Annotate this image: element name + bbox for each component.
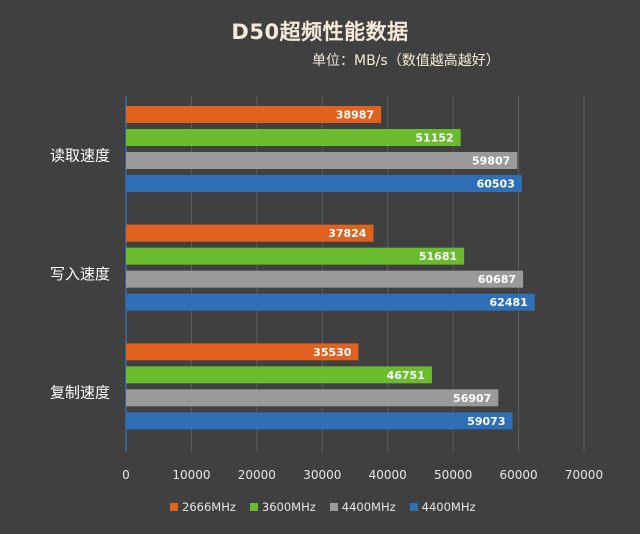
legend-label: 3600MHz — [261, 500, 316, 514]
legend-item: 2666MHz — [170, 500, 236, 514]
bar — [126, 129, 461, 146]
bar — [126, 247, 465, 265]
category-label: 复制速度 — [50, 384, 110, 402]
bar — [126, 270, 524, 288]
legend-label: 2666MHz — [182, 500, 236, 514]
data-label: 59807 — [472, 155, 510, 168]
x-tick-label: 10000 — [172, 468, 210, 482]
x-tick-label: 20000 — [238, 468, 276, 482]
bar — [126, 366, 432, 384]
category-label: 读取速度 — [50, 146, 110, 164]
chart-legend: 2666MHz 3600MHz 4400MHz 4400MHz — [170, 500, 476, 514]
chart-subtitle: 单位：MB/s（数值越高越好） — [312, 53, 500, 69]
x-tick-label: 70000 — [565, 468, 603, 482]
data-label: 35530 — [313, 346, 352, 359]
legend-label: 4400MHz — [421, 500, 476, 514]
x-tick-label: 50000 — [434, 468, 472, 482]
legend-swatch — [329, 503, 338, 511]
data-label: 37824 — [328, 227, 367, 240]
x-tick-label: 40000 — [369, 468, 407, 482]
bar — [126, 152, 518, 169]
legend-swatch — [249, 503, 258, 511]
data-label: 60503 — [477, 178, 515, 191]
bar — [126, 224, 374, 242]
chart-title: D50超频性能数据 — [231, 20, 409, 44]
legend-label: 4400MHz — [341, 500, 396, 514]
legend-item: 4400MHz — [409, 500, 476, 514]
data-label: 56907 — [453, 392, 491, 405]
data-label: 59073 — [467, 415, 505, 428]
legend-swatch — [409, 503, 418, 511]
bar — [126, 293, 535, 311]
data-label: 51681 — [419, 250, 457, 263]
legend-item: 3600MHz — [249, 500, 316, 514]
data-label: 38987 — [336, 109, 374, 122]
data-label: 60687 — [478, 273, 516, 286]
data-label: 62481 — [490, 296, 528, 309]
bar — [126, 106, 382, 123]
category-label: 写入速度 — [50, 265, 110, 283]
data-label: 46751 — [387, 369, 425, 382]
bar — [126, 389, 499, 407]
legend-item: 4400MHz — [329, 500, 396, 514]
x-tick-label: 60000 — [499, 468, 537, 482]
bar — [126, 343, 359, 361]
bar — [126, 412, 513, 430]
x-tick-label: 30000 — [303, 468, 341, 482]
legend-swatch — [170, 503, 178, 511]
data-label: 51152 — [415, 132, 453, 145]
x-tick-label: 0 — [122, 468, 130, 482]
bar — [126, 175, 522, 192]
